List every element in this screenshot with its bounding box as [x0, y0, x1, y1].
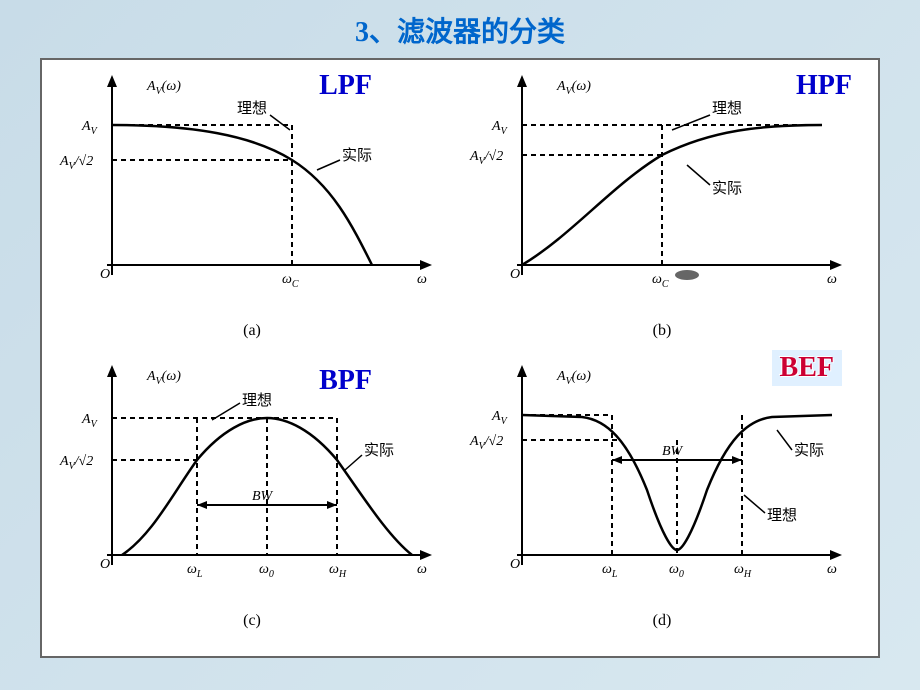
ideal-label: 理想: [767, 507, 797, 524]
svg-text:ωC: ωC: [652, 272, 669, 290]
svg-text:ωH: ωH: [734, 562, 752, 580]
svg-text:AV(ω): AV(ω): [146, 369, 181, 387]
svg-text:AV: AV: [491, 409, 509, 427]
ideal-label: 理想: [237, 100, 267, 117]
panel-lpf: AV(ω) ω O AV AV/√2 ωC 理想 实际 LPF (a): [52, 65, 452, 345]
ideal-label: 理想: [712, 100, 742, 117]
svg-text:AV: AV: [81, 119, 99, 137]
svg-text:ωL: ωL: [602, 562, 618, 580]
filter-type-label: BPF: [319, 365, 372, 397]
svg-text:ω0: ω0: [259, 562, 274, 580]
panel-bpf: BW AV(ω) ω O AV AV/√2 ωL ω0 ωH 理想 实际 BPF…: [52, 355, 452, 635]
svg-text:AV: AV: [81, 412, 99, 430]
actual-label: 实际: [794, 442, 824, 459]
svg-text:AV(ω): AV(ω): [146, 79, 181, 97]
svg-text:ωC: ωC: [282, 272, 299, 290]
panel-caption: (b): [653, 322, 672, 340]
svg-text:ω: ω: [417, 562, 427, 577]
svg-text:ωL: ωL: [187, 562, 203, 580]
svg-text:AV/√2: AV/√2: [59, 154, 93, 172]
svg-text:AV(ω): AV(ω): [556, 369, 591, 387]
svg-text:ω0: ω0: [669, 562, 684, 580]
ideal-label: 理想: [242, 392, 272, 409]
hpf-chart: AV(ω) ω O AV AV/√2 ωC 理想 实际: [462, 65, 862, 325]
panel-caption: (a): [243, 322, 261, 340]
panel-bef: BW AV(ω) ω O AV AV/√2 ωL ω0 ωH 理想 实际 BEF…: [462, 355, 862, 635]
svg-text:ω: ω: [827, 272, 837, 287]
svg-text:AV/√2: AV/√2: [469, 434, 503, 452]
bw-label: BW: [252, 489, 274, 504]
panel-caption: (c): [243, 612, 261, 630]
filter-type-label: HPF: [796, 70, 852, 102]
svg-text:AV/√2: AV/√2: [469, 149, 503, 167]
svg-text:O: O: [510, 267, 520, 282]
svg-text:ωH: ωH: [329, 562, 347, 580]
svg-text:ω: ω: [827, 562, 837, 577]
svg-text:ω: ω: [417, 272, 427, 287]
panel-hpf: AV(ω) ω O AV AV/√2 ωC 理想 实际 HPF (b): [462, 65, 862, 345]
svg-text:AV/√2: AV/√2: [59, 454, 93, 472]
svg-text:AV(ω): AV(ω): [556, 79, 591, 97]
actual-label: 实际: [364, 442, 394, 459]
lpf-chart: AV(ω) ω O AV AV/√2 ωC 理想 实际: [52, 65, 452, 325]
svg-text:O: O: [510, 557, 520, 572]
page-title: 3、滤波器的分类: [0, 0, 920, 58]
svg-text:O: O: [100, 267, 110, 282]
bw-label: BW: [662, 444, 684, 459]
filter-type-label: LPF: [319, 70, 372, 102]
svg-text:O: O: [100, 557, 110, 572]
bpf-chart: BW AV(ω) ω O AV AV/√2 ωL ω0 ωH 理想 实际: [52, 355, 452, 615]
svg-text:AV: AV: [491, 119, 509, 137]
bef-chart: BW AV(ω) ω O AV AV/√2 ωL ω0 ωH 理想 实际: [462, 355, 862, 615]
panel-caption: (d): [653, 612, 672, 630]
actual-label: 实际: [712, 180, 742, 197]
actual-label: 实际: [342, 147, 372, 164]
figure-container: AV(ω) ω O AV AV/√2 ωC 理想 实际 LPF (a): [40, 58, 880, 658]
filter-type-label: BEF: [772, 350, 842, 386]
